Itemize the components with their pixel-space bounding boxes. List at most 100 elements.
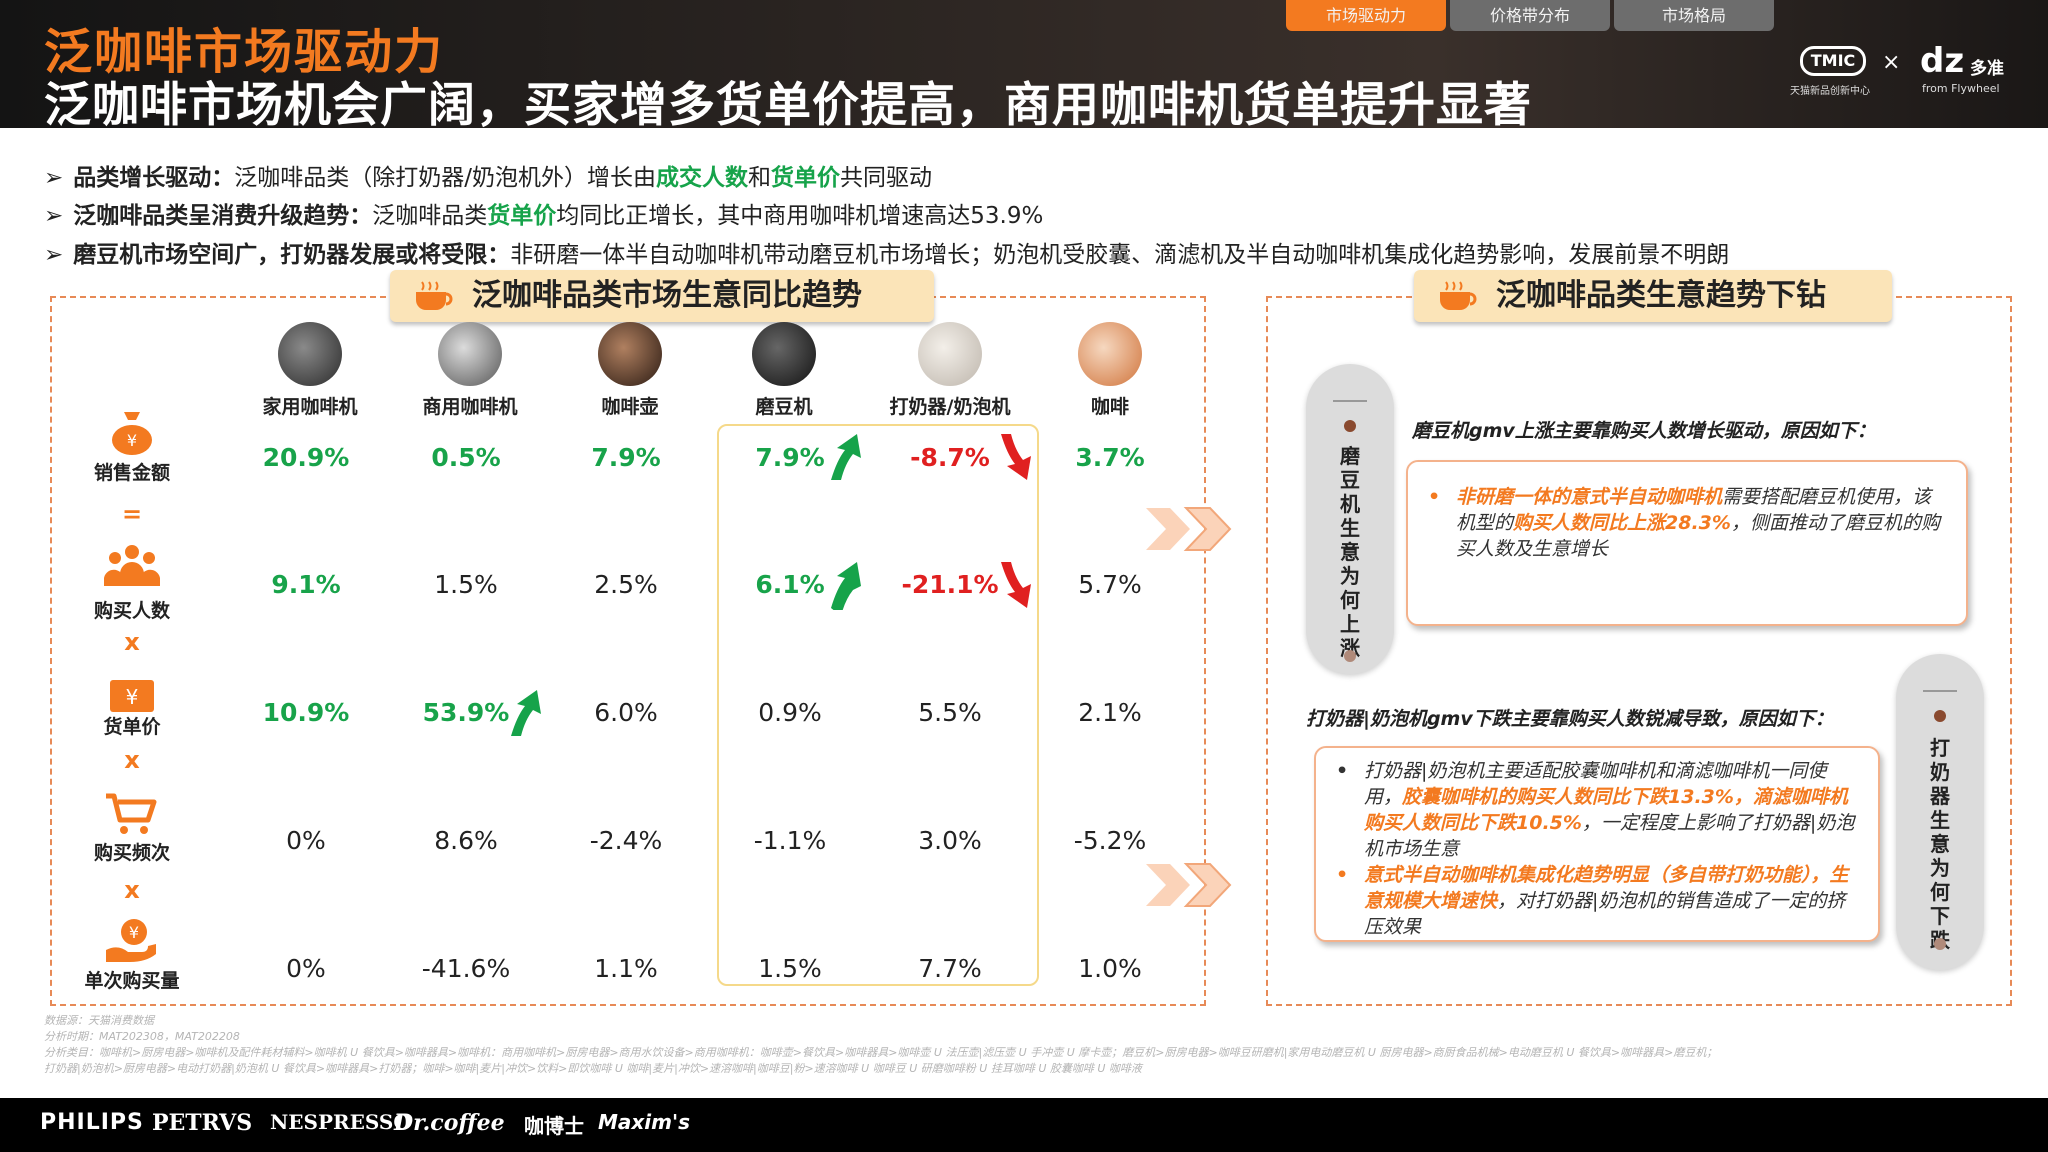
philips-logo: PHILIPS [40, 1110, 144, 1135]
grinder-image [752, 322, 816, 386]
table-cell: 1.0% [1078, 954, 1142, 983]
table-cell: 9.1% [271, 570, 341, 599]
svg-text:¥: ¥ [126, 685, 139, 709]
cafe-doctor-logo: 咖博士 [524, 1114, 584, 1138]
table-cell: 0.5% [431, 443, 501, 472]
tmic-logo-subtitle: 天猫新品创新中心 [1790, 86, 1870, 97]
svg-text:¥: ¥ [127, 431, 137, 450]
milk-frother-image [918, 322, 982, 386]
tab-price-distribution[interactable]: 价格带分布 [1450, 0, 1610, 31]
table-cell: 2.1% [1078, 698, 1142, 727]
section-tabs: 市场驱动力 价格带分布 市场格局 [1286, 0, 1774, 31]
bullet-category-growth: ➢ 品类增长驱动：泛咖啡品类（除打奶器/奶泡机外）增长由成交人数和货单价共同驱动 [44, 165, 933, 191]
footnote-period: 分析时期：MAT202308，MAT202208 [44, 1030, 240, 1043]
column-header: 商用咖啡机 [422, 396, 518, 418]
pill-dot [1934, 710, 1946, 722]
drcoffee-logo: Dr.coffee [394, 1110, 505, 1136]
table-cell: -21.1% [901, 570, 999, 599]
nespresso-logo: NESPRESSO [270, 1110, 411, 1134]
pill-dot [1934, 938, 1946, 950]
table-cell: -5.2% [1073, 826, 1147, 855]
row-label: 单次购买量 [84, 970, 180, 992]
petrus-logo: PETRVS [152, 1110, 253, 1136]
tmic-logo: TMIC [1800, 46, 1866, 76]
table-cell: 0% [286, 826, 326, 855]
page-title: 泛咖啡市场机会广阔，买家增多货单价提高，商用咖啡机货单提升显著 [44, 78, 1532, 133]
table-cell: 10.9% [262, 698, 350, 727]
table-cell: 3.7% [1075, 443, 1145, 472]
hand-money-icon: ¥ [106, 919, 156, 962]
column-header: 磨豆机 [755, 396, 813, 418]
commercial-coffee-machine-image [438, 322, 502, 386]
coffee-cup-icon [416, 281, 453, 310]
left-panel-title: 泛咖啡品类市场生意同比趋势 [390, 270, 934, 322]
trend-up-arrow-icon [831, 434, 861, 480]
pill-label: 打奶器生意为何下跌 [1930, 736, 1950, 952]
table-cell: -1.1% [753, 826, 827, 855]
grinder-reason-heading: 磨豆机gmv上涨主要靠购买人数增长驱动，原因如下： [1412, 420, 1876, 442]
footnote-categories: 分析类目：咖啡机>厨房电器>咖啡机及配件耗材辅料>咖啡机 U 餐饮具>咖啡器具>… [44, 1046, 1718, 1059]
equals-operator: = [121, 500, 143, 528]
row-label: 货单价 [103, 716, 161, 738]
grinder-frother-highlight [717, 424, 1039, 986]
frother-reason-box: • 打奶器|奶泡机主要适配胶囊咖啡机和滴滤咖啡机一同使用，胶囊咖啡机的购买人数同比… [1314, 746, 1880, 942]
column-header: 咖啡壶 [601, 396, 659, 418]
people-icon [104, 545, 160, 586]
table-cell: 6.0% [594, 698, 658, 727]
footnote-source: 数据源：天猫消费数据 [44, 1014, 154, 1027]
coffee-product-image [1078, 322, 1142, 386]
header-banner: 泛咖啡市场驱动力 泛咖啡市场机会广阔，买家增多货单价提高，商用咖啡机货单提升显著… [0, 0, 2048, 133]
table-cell: 53.9% [422, 698, 510, 727]
table-cell: 5.7% [1078, 570, 1142, 599]
table-cell: 1.1% [594, 954, 658, 983]
grinder-reason-box: • 非研磨一体的意式半自动咖啡机需要搭配磨豆机使用，该机型的购买人数同比上涨28.… [1406, 460, 1968, 626]
dz-logo-cn: 多准 [1970, 59, 2004, 79]
trend-up-arrow-icon [511, 690, 541, 736]
table-cell: 7.7% [918, 954, 982, 983]
table-cell: 0.9% [758, 698, 822, 727]
maxims-logo: Maxim's [598, 1110, 691, 1134]
chevron-right-icon [1146, 507, 1232, 551]
table-cell: 5.5% [918, 698, 982, 727]
home-coffee-machine-image [278, 322, 342, 386]
dz-logo: dz [1920, 41, 1965, 81]
row-label: 购买人数 [93, 600, 170, 622]
pill-divider [1333, 400, 1367, 402]
tab-market-structure[interactable]: 市场格局 [1614, 0, 1774, 31]
pill-dot [1344, 650, 1356, 662]
table-cell: -41.6% [421, 954, 511, 983]
brand-logos: TMIC 天猫新品创新中心 × dz 多准 from Flywheel [1790, 41, 2020, 97]
table-cell: -8.7% [910, 443, 990, 472]
multiply-operator: x [124, 876, 140, 904]
footnote-categories-cont: 打奶器|奶泡机>厨房电器>电动打奶器|奶泡机 U 餐饮具>咖啡器具>打奶器；咖啡… [44, 1062, 1142, 1075]
frother-why-down-pill: 打奶器生意为何下跌 [1896, 654, 1984, 970]
table-cell: 6.1% [755, 570, 825, 599]
table-cell: 1.5% [434, 570, 498, 599]
table-cell: 2.5% [594, 570, 658, 599]
table-cell: 8.6% [434, 826, 498, 855]
frother-reason-heading: 打奶器|奶泡机gmv下跌主要靠购买人数锐减导致，原因如下： [1306, 708, 1834, 730]
row-label: 购买频次 [93, 842, 170, 864]
svg-text:¥: ¥ [129, 923, 139, 942]
right-panel-title: 泛咖啡品类生意趋势下钻 [1414, 270, 1892, 322]
table-cell: 7.9% [755, 443, 825, 472]
coffee-cup-icon [1440, 281, 1477, 310]
dz-logo-subtitle: from Flywheel [1922, 82, 2000, 95]
tab-market-drivers[interactable]: 市场驱动力 [1286, 0, 1446, 31]
bullet-consumption-upgrade: ➢ 泛咖啡品类呈消费升级趋势：泛咖啡品类货单价均同比正增长，其中商用咖啡机增速高达… [44, 203, 1044, 229]
column-header: 家用咖啡机 [262, 396, 358, 418]
bullet-grinder-frother: ➢ 磨豆机市场空间广，打奶器发展或将受限：非研磨一体半自动咖啡机带动磨豆机市场增长… [44, 242, 1730, 268]
collab-times-sign: × [1882, 50, 1901, 75]
row-label: 销售金额 [93, 462, 170, 484]
pill-label: 磨豆机生意为何上涨 [1340, 444, 1360, 660]
footer-brand-bar: PHILIPS PETRVS NESPRESSO Dr.coffee 咖博士 M… [0, 1098, 2048, 1152]
multiply-operator: x [124, 628, 140, 656]
money-bag-icon: ¥ [112, 412, 152, 455]
pill-divider [1923, 690, 1957, 692]
page-kicker: 泛咖啡市场驱动力 [44, 24, 445, 80]
table-cell: -2.4% [589, 826, 663, 855]
chevron-right-icon [1146, 863, 1232, 907]
trend-down-arrow-icon [1001, 562, 1031, 608]
coffee-pot-image [598, 322, 662, 386]
cart-icon [106, 793, 157, 834]
